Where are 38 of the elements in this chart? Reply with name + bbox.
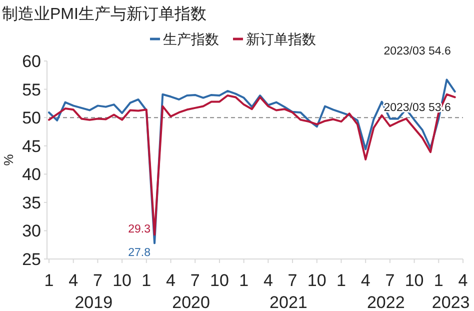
chart-title: 制造业PMI生产与新订单指数 [2, 5, 206, 23]
data-label: 2023/03 54.6 [384, 46, 451, 58]
text: 2019 [74, 293, 113, 311]
x-tick-label: 4 [458, 271, 468, 290]
text: 2020 [172, 293, 210, 311]
x-tick-label: 1 [239, 271, 249, 290]
x-tick-label: 7 [288, 271, 298, 290]
text: 2022 [366, 293, 405, 311]
y-tick-label: 25 [22, 250, 41, 269]
x-tick-label: 10 [404, 271, 424, 290]
x-tick-label: 4 [263, 271, 273, 290]
x-tick-label: 4 [360, 271, 370, 290]
text: 2023 [432, 293, 470, 311]
x-tick-label: 7 [385, 271, 395, 290]
x-tick-label: 1 [434, 271, 444, 290]
x-tick-label: 4 [166, 271, 176, 290]
x-tick-label: 7 [92, 271, 102, 290]
x-tick-label: 7 [190, 271, 200, 290]
x-tick-label: 10 [112, 271, 132, 290]
y-tick-label: 60 [22, 52, 41, 71]
y-tick-label: 40 [22, 165, 41, 184]
data-label: 27.8 [128, 247, 151, 260]
x-tick-label: 10 [210, 271, 229, 290]
legend-label: 新订单指数 [246, 31, 316, 47]
x-tick-label: 10 [307, 271, 326, 290]
y-tick-label: 35 [22, 193, 41, 212]
y-tick-label: 30 [22, 222, 41, 241]
text: 2021 [270, 293, 308, 311]
x-tick-label: 4 [68, 271, 78, 290]
x-tick-label: 1 [44, 271, 54, 290]
x-tick-label: 1 [142, 271, 152, 290]
y-tick-label: 50 [22, 108, 41, 128]
data-label: 29.3 [128, 224, 151, 236]
y-tick-label: 55 [22, 80, 41, 100]
legend-label: 生产指数 [163, 31, 219, 47]
y-axis-title: % [1, 154, 16, 166]
x-tick-label: 1 [336, 271, 346, 290]
y-tick-label: 45 [22, 136, 41, 156]
